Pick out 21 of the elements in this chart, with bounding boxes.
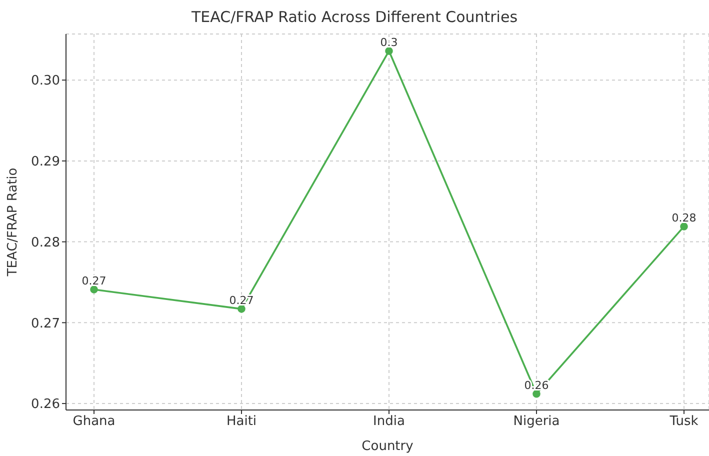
x-tick-label: Ghana [72,414,116,430]
point [90,286,98,294]
x-tick-label: Tusk [668,414,699,430]
y-axis-title: TEAC/FRAP Ratio [6,168,21,278]
y-tick-label: 0.26 [31,397,60,412]
point [238,305,246,313]
data-label: 0.3 [380,36,398,49]
point [385,47,393,55]
y-tick-label: 0.28 [31,235,60,250]
y-tick-label: 0.27 [31,316,60,332]
point [532,390,540,398]
x-tick-label: Nigeria [513,414,560,430]
data-label: 0.27 [82,274,106,288]
data-label: 0.28 [672,211,696,224]
x-tick-label: India [373,414,405,430]
chart-title: TEAC/FRAP Ratio Across Different Countries [190,8,519,26]
x-tick-label: Haiti [226,414,257,430]
y-tick-label: 0.29 [31,154,60,170]
y-tick-label: 0.30 [31,74,60,89]
x-axis-title: Country [362,439,414,454]
point [680,222,688,230]
